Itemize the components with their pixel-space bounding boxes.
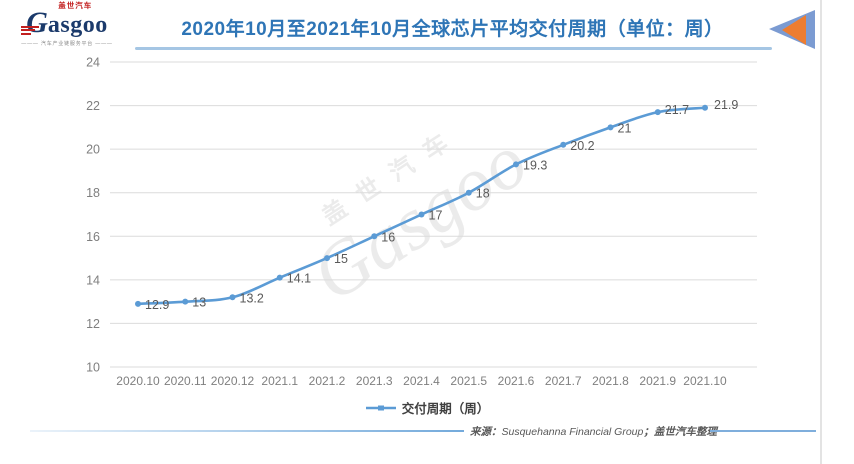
source-suffix: ；盖世汽车整理 — [643, 426, 717, 438]
x-tick-label: 2021.1 — [261, 374, 298, 388]
logo-speed-stripes-icon — [21, 24, 40, 36]
y-tick-label: 18 — [86, 186, 100, 200]
data-point-marker — [276, 274, 283, 281]
x-tick-label: 2020.11 — [164, 374, 207, 388]
double-left-triangles-icon — [769, 10, 815, 49]
y-tick-label: 10 — [86, 361, 100, 375]
x-tick-label: 2020.10 — [116, 374, 160, 388]
data-point-marker — [654, 109, 661, 116]
footer-rule-left — [30, 430, 464, 432]
data-point-marker — [513, 161, 519, 168]
chart-title: 2020年10月至2021年10月全球芯片平均交付周期（单位：周） — [181, 19, 724, 40]
data-point-label: 18 — [476, 187, 490, 201]
data-point-marker — [135, 300, 141, 307]
x-tick-label: 2021.8 — [592, 374, 629, 388]
x-tick-label: 2021.9 — [639, 374, 676, 388]
y-tick-label: 24 — [86, 56, 100, 70]
y-tick-label: 22 — [86, 99, 100, 113]
x-tick-label: 2021.10 — [683, 374, 727, 388]
right-divider-line — [820, 0, 822, 464]
data-point-marker — [607, 124, 614, 131]
data-point-marker — [371, 233, 378, 240]
data-point-label: 21 — [618, 121, 632, 135]
logo-chinese-name: 盖世汽车 — [58, 1, 93, 10]
data-point-marker — [702, 104, 708, 111]
y-tick-label: 14 — [86, 273, 100, 287]
source-text: Susquehanna Financial Group — [501, 426, 644, 438]
series-line — [136, 106, 707, 306]
chart-legend: 交付周期（周） — [300, 398, 554, 417]
gasgoo-logo: Gasgoo 盖世汽车 汽车产业链服务平台 — [16, 2, 118, 47]
data-point-label: 16 — [381, 230, 395, 244]
data-point-label: 15 — [334, 252, 348, 266]
data-point-marker — [560, 141, 567, 148]
y-tick-label: 16 — [86, 230, 100, 244]
data-point-label: 14.1 — [287, 272, 311, 286]
data-point-label: 17 — [429, 209, 443, 223]
source-attribution: 来源：Susquehanna Financial Group；盖世汽车整理 — [470, 424, 717, 439]
x-tick-label: 2021.5 — [450, 374, 487, 388]
data-point-label: 21.7 — [665, 103, 689, 117]
footer-rule-right — [710, 430, 816, 432]
x-tick-label: 2021.6 — [498, 374, 535, 388]
data-point-label: 13 — [192, 296, 206, 310]
source-label: 来源： — [470, 426, 502, 438]
data-point-marker — [465, 189, 472, 196]
x-tick-label: 2021.3 — [356, 374, 393, 388]
data-point-marker — [418, 211, 425, 218]
logo-brand-text: asgoo — [47, 12, 108, 38]
data-point-marker — [324, 255, 330, 262]
x-tick-label: 2021.7 — [545, 374, 582, 388]
data-point-marker — [229, 294, 236, 301]
y-tick-label: 12 — [86, 317, 100, 331]
line-marker-icon — [365, 405, 396, 410]
gasgoo-logo-wordmark: Gasgoo 盖世汽车 — [21, 2, 108, 38]
data-point-label: 13.2 — [240, 291, 264, 305]
x-tick-label: 2021.2 — [309, 374, 346, 388]
y-tick-label: 20 — [86, 143, 100, 157]
x-tick-label: 2021.4 — [403, 374, 440, 388]
data-point-label: 19.3 — [523, 158, 547, 172]
title-underline — [135, 47, 772, 50]
data-point-label: 21.9 — [714, 98, 738, 112]
x-tick-label: 2020.12 — [211, 374, 255, 388]
data-point-label: 20.2 — [570, 139, 594, 153]
logo-tagline: 汽车产业链服务平台 — [16, 40, 118, 47]
legend-series-label: 交付周期（周） — [401, 402, 490, 416]
data-point-marker — [182, 298, 189, 305]
data-point-label: 12.9 — [145, 298, 169, 312]
